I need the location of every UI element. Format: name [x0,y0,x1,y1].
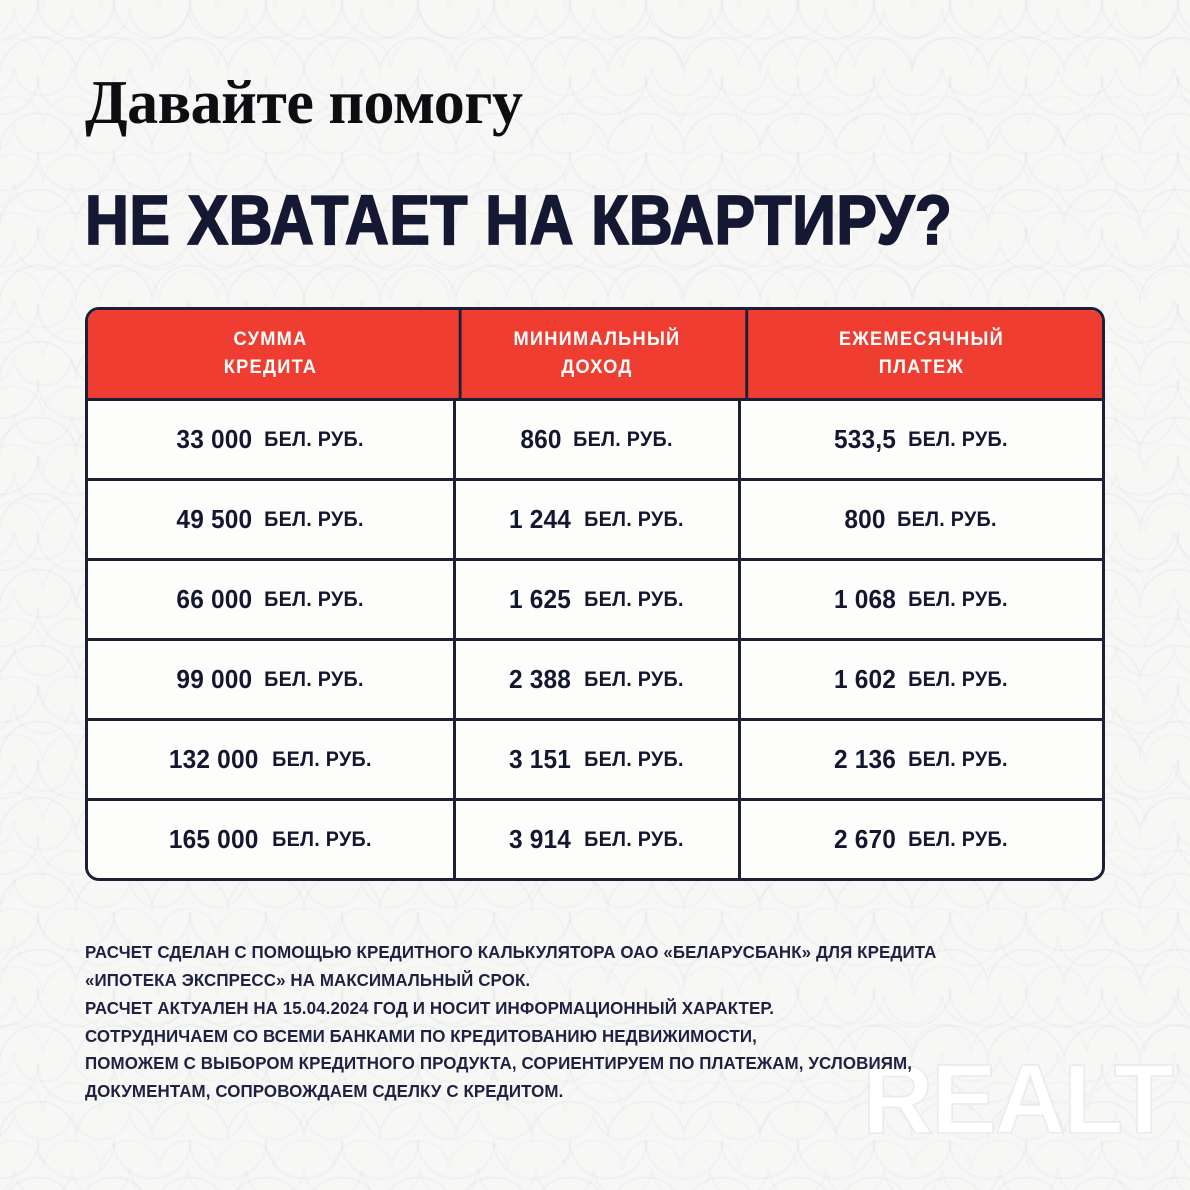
cell-loan-amount: 165 000 БЕЛ. РУБ. [88,801,453,878]
cell-loan-amount-unit: БЕЛ. РУБ. [271,827,372,851]
cell-min-income-unit: БЕЛ. РУБ. [583,667,684,691]
cell-monthly-payment-unit: БЕЛ. РУБ. [897,507,997,531]
cell-loan-amount-unit: БЕЛ. РУБ. [264,587,365,611]
cell-loan-amount-value: 49 500 [176,504,252,534]
cell-loan-amount-unit: БЕЛ. РУБ. [264,507,365,531]
cell-monthly-payment-unit: БЕЛ. РУБ. [908,427,1008,451]
realt-watermark: REALT [862,1044,1175,1154]
cell-monthly-payment: 2 136 БЕЛ. РУБ. [738,721,1102,798]
cell-loan-amount-value: 33 000 [176,424,252,454]
cell-loan-amount: 66 000 БЕЛ. РУБ. [88,561,453,638]
column-header-monthly-payment-line2: ПЛАТЕЖ [878,357,965,378]
table-row: 132 000 БЕЛ. РУБ. 3 151 БЕЛ. РУБ. 2 136 БЕЛ. … [88,718,1102,798]
cell-min-income-value: 860 [519,424,562,454]
cell-min-income: 3 914 БЕЛ. РУБ. [453,801,738,878]
cell-loan-amount: 49 500 БЕЛ. РУБ. [88,481,453,558]
cell-monthly-payment-value: 2 670 [833,824,897,854]
footer-line: ПОМОЖЕМ С ВЫБОРОМ КРЕДИТНОГО ПРОДУКТА, С… [85,1053,913,1074]
table-row: 165 000 БЕЛ. РУБ. 3 914 БЕЛ. РУБ. 2 670 БЕЛ. … [88,798,1102,878]
cell-min-income-unit: БЕЛ. РУБ. [583,587,684,611]
cell-min-income-value: 2 388 [509,664,572,694]
column-header-monthly-payment: ЕЖЕМЕСЯЧНЫЙ ПЛАТЕЖ [745,310,1094,398]
cell-monthly-payment-unit: БЕЛ. РУБ. [908,827,1008,851]
table-row: 49 500 БЕЛ. РУБ. 1 244 БЕЛ. РУБ. 800 БЕЛ. РУБ… [88,478,1102,558]
cell-monthly-payment-unit: БЕЛ. РУБ. [908,587,1008,611]
cell-loan-amount-unit: БЕЛ. РУБ. [264,427,365,451]
cell-min-income-value: 1 244 [509,504,572,534]
column-header-min-income-line1: МИНИМАЛЬНЫЙ [513,329,681,351]
cell-min-income: 1 625 БЕЛ. РУБ. [453,561,738,638]
cell-monthly-payment: 1 602 БЕЛ. РУБ. [738,641,1102,718]
cell-loan-amount-value: 132 000 [169,744,259,774]
cell-min-income: 3 151 БЕЛ. РУБ. [453,721,738,798]
cell-monthly-payment-value: 1 068 [833,584,897,614]
column-header-monthly-payment-line1: ЕЖЕМЕСЯЧНЫЙ [838,329,1005,351]
column-header-loan-amount-line1: СУММА [233,329,308,351]
cell-monthly-payment-unit: БЕЛ. РУБ. [908,747,1008,771]
cell-min-income-unit: БЕЛ. РУБ. [583,827,684,851]
table-row: 99 000 БЕЛ. РУБ. 2 388 БЕЛ. РУБ. 1 602 БЕЛ. Р… [88,638,1102,718]
column-header-loan-amount-line2: КРЕДИТА [223,357,318,378]
cell-min-income-value: 1 625 [509,584,572,614]
cell-loan-amount: 99 000 БЕЛ. РУБ. [88,641,453,718]
footer-disclaimer: РАСЧЕТ СДЕЛАН С ПОМОЩЬЮ КРЕДИТНОГО КАЛЬК… [85,939,1090,1106]
cell-min-income: 1 244 БЕЛ. РУБ. [453,481,738,558]
cell-loan-amount-value: 99 000 [176,664,252,694]
cell-min-income-value: 3 914 [509,824,572,854]
cell-min-income: 860 БЕЛ. РУБ. [453,401,738,478]
cell-loan-amount-value: 165 000 [169,824,259,854]
footer-line: РАСЧЕТ АКТУАЛЕН НА 15.04.2024 ГОД И НОСИ… [85,997,775,1018]
cell-monthly-payment-value: 2 136 [833,744,897,774]
column-header-min-income-line2: ДОХОД [561,357,633,378]
cell-monthly-payment-value: 800 [844,504,886,534]
footer-line: СОТРУДНИЧАЕМ СО ВСЕМИ БАНКАМИ ПО КРЕДИТО… [85,1025,757,1046]
cell-min-income: 2 388 БЕЛ. РУБ. [453,641,738,718]
cell-loan-amount-unit: БЕЛ. РУБ. [271,747,372,771]
cell-min-income-unit: БЕЛ. РУБ. [583,507,684,531]
footer-line: ДОКУМЕНТАМ, СОПРОВОЖДАЕМ СДЕЛКУ С КРЕДИТ… [85,1081,564,1102]
cell-monthly-payment-value: 533,5 [833,424,897,454]
cell-monthly-payment-unit: БЕЛ. РУБ. [908,667,1008,691]
cell-monthly-payment: 800 БЕЛ. РУБ. [738,481,1102,558]
cell-monthly-payment-value: 1 602 [833,664,897,694]
cell-monthly-payment: 533,5 БЕЛ. РУБ. [738,401,1102,478]
table-body: 33 000 БЕЛ. РУБ. 860 БЕЛ. РУБ. 533,5 БЕЛ. РУБ… [88,398,1102,878]
cell-loan-amount-value: 66 000 [176,584,252,614]
heading-block: Давайте помогу НЕ ХВАТАЕТ НА КВАРТИРУ? [84,0,1105,256]
column-header-min-income: МИНИМАЛЬНЫЙ ДОХОД [458,310,733,398]
table-header-row: СУММА КРЕДИТА МИНИМАЛЬНЫЙ ДОХОД ЕЖЕМЕСЯЧ… [88,310,1102,398]
page-title: Давайте помогу [85,69,523,137]
rates-table: СУММА КРЕДИТА МИНИМАЛЬНЫЙ ДОХОД ЕЖЕМЕСЯЧ… [85,307,1105,881]
table-row: 66 000 БЕЛ. РУБ. 1 625 БЕЛ. РУБ. 1 068 БЕЛ. Р… [88,558,1102,638]
cell-loan-amount-unit: БЕЛ. РУБ. [264,667,365,691]
column-header-loan-amount: СУММА КРЕДИТА [95,310,445,398]
table-row: 33 000 БЕЛ. РУБ. 860 БЕЛ. РУБ. 533,5 БЕЛ. РУБ… [88,398,1102,478]
cell-min-income-value: 3 151 [509,744,572,774]
cell-min-income-unit: БЕЛ. РУБ. [583,747,684,771]
cell-monthly-payment: 1 068 БЕЛ. РУБ. [738,561,1102,638]
cell-loan-amount: 33 000 БЕЛ. РУБ. [88,401,453,478]
cell-loan-amount: 132 000 БЕЛ. РУБ. [88,721,453,798]
page-subtitle: НЕ ХВАТАЕТ НА КВАРТИРУ? [84,181,953,259]
footer-line: «ИПОТЕКА ЭКСПРЕСС» НА МАКСИМАЛЬНЫЙ СРОК. [85,969,531,990]
footer-line: РАСЧЕТ СДЕЛАН С ПОМОЩЬЮ КРЕДИТНОГО КАЛЬК… [85,942,937,962]
cell-monthly-payment: 2 670 БЕЛ. РУБ. [738,801,1102,878]
cell-min-income-unit: БЕЛ. РУБ. [572,427,673,451]
